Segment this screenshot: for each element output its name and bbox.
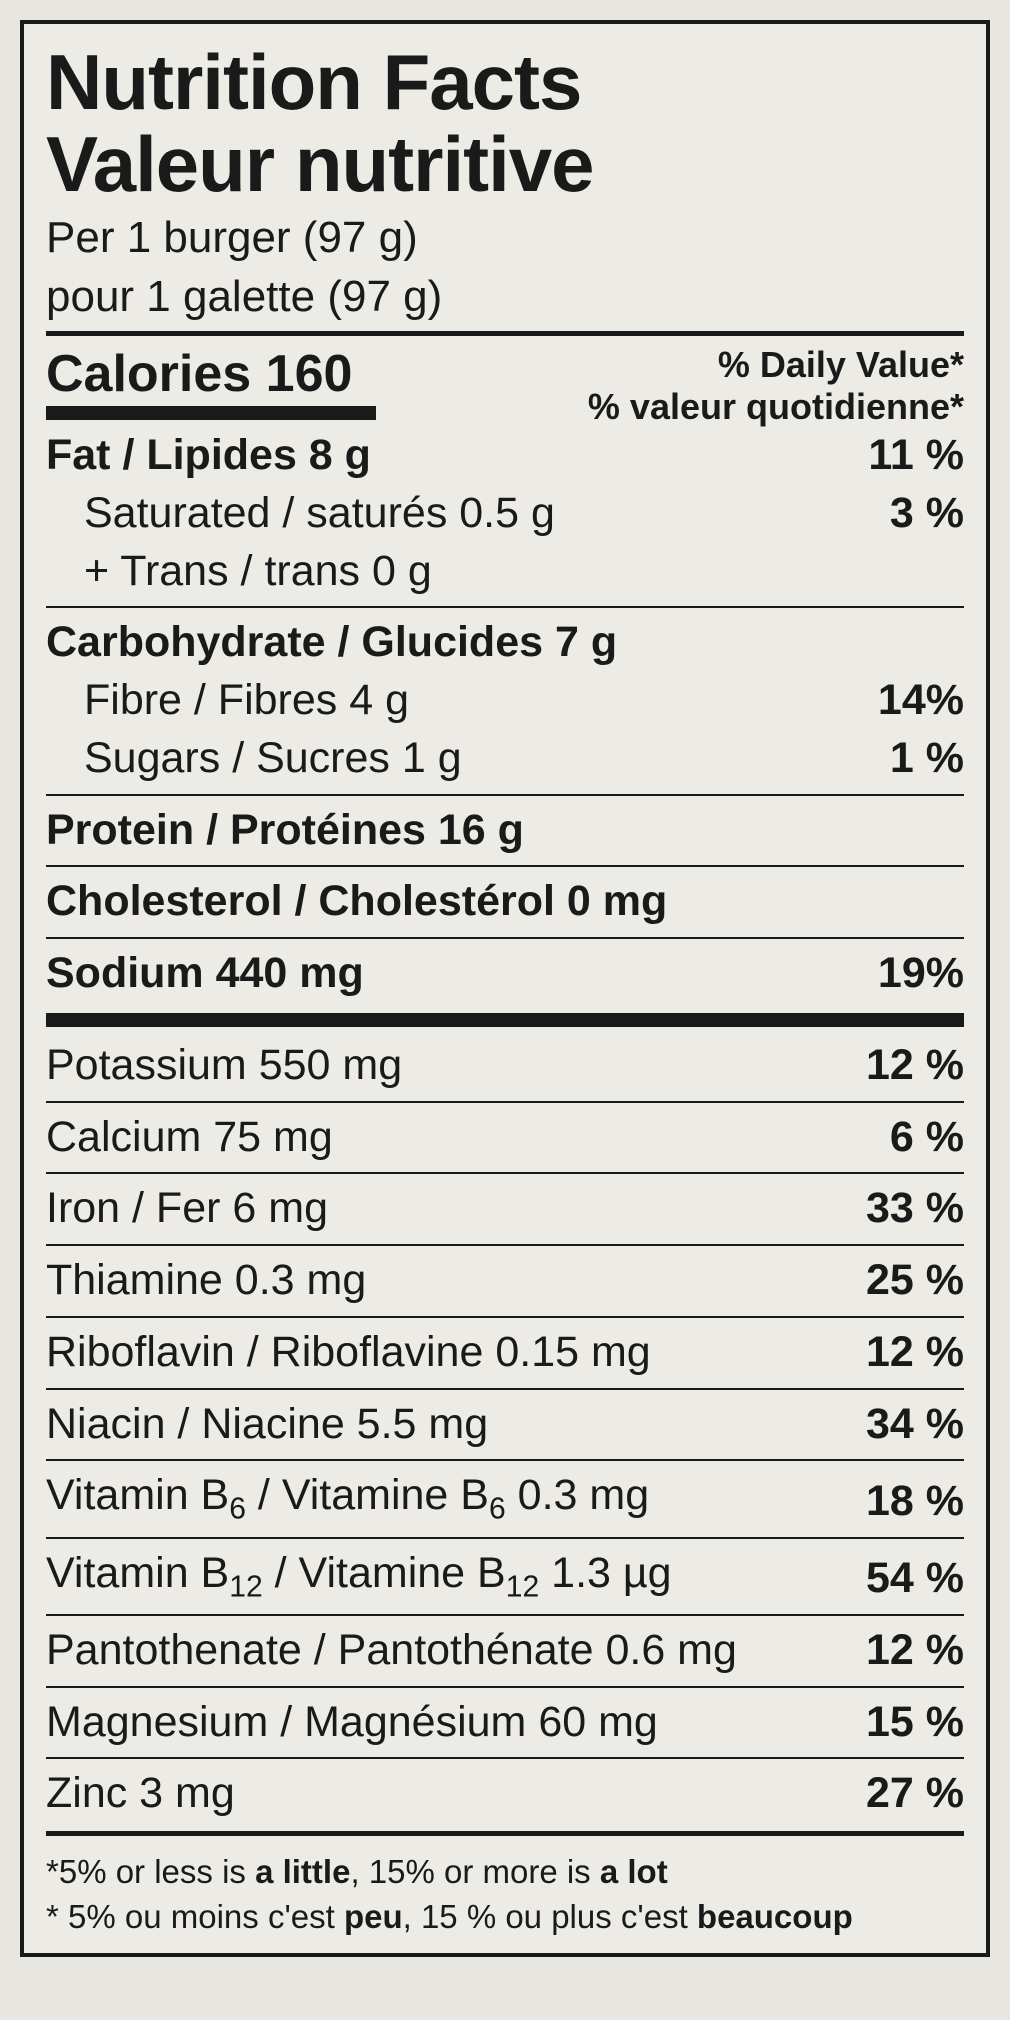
rule: [46, 1757, 964, 1759]
riboflavin-dv: 12 %: [856, 1326, 964, 1380]
nutrition-facts-panel: Nutrition Facts Valeur nutritive Per 1 b…: [20, 20, 990, 1957]
rule-heavy: [46, 1013, 964, 1027]
saturated-row: Saturated / saturés 0.5 g 3 %: [46, 485, 964, 543]
footnote-fr: * 5% ou moins c'est peu, 15 % ou plus c'…: [46, 1895, 964, 1940]
calories-block: Calories 160: [46, 344, 376, 420]
cholesterol-label: Cholesterol / Cholestérol 0 mg: [46, 877, 667, 925]
dv-header: % Daily Value* % valeur quotidienne*: [588, 344, 964, 427]
b6-row: Vitamin B6 / Vitamine B6 0.3 mg 18 %: [46, 1467, 964, 1530]
rule: [46, 1101, 964, 1103]
fibre-row: Fibre / Fibres 4 g 14%: [46, 672, 964, 730]
thiamine-dv: 25 %: [856, 1254, 964, 1308]
fat-row: Fat / Lipides 8 g 11 %: [46, 427, 964, 485]
niacin-dv: 34 %: [856, 1398, 964, 1452]
trans-label: + Trans / trans 0 g: [46, 545, 432, 599]
rule: [46, 1388, 964, 1390]
sugars-row: Sugars / Sucres 1 g 1 %: [46, 730, 964, 788]
carb-row: Carbohydrate / Glucides 7 g: [46, 614, 964, 672]
fibre-dv: 14%: [868, 674, 964, 728]
footnote-en: *5% or less is a little, 15% or more is …: [46, 1850, 964, 1895]
magnesium-row: Magnesium / Magnésium 60 mg 15 %: [46, 1694, 964, 1752]
saturated-dv: 3 %: [880, 487, 964, 541]
magnesium-label: Magnesium / Magnésium 60 mg: [46, 1696, 658, 1750]
calories-value: 160: [266, 345, 353, 403]
rule: [46, 1831, 964, 1836]
sodium-dv: 19%: [868, 947, 964, 1001]
rule: [46, 331, 964, 336]
calories-underline: [46, 406, 376, 420]
protein-row: Protein / Protéines 16 g: [46, 802, 964, 860]
carb-label: Carbohydrate / Glucides 7 g: [46, 618, 617, 666]
rule: [46, 606, 964, 608]
cholesterol-row: Cholesterol / Cholestérol 0 mg: [46, 873, 964, 931]
dv-header-en: % Daily Value*: [588, 344, 964, 385]
thiamine-label: Thiamine 0.3 mg: [46, 1254, 366, 1308]
potassium-label: Potassium 550 mg: [46, 1039, 402, 1093]
saturated-label: Saturated / saturés 0.5 g: [46, 487, 555, 541]
title-en: Nutrition Facts: [46, 42, 964, 124]
pantothenate-label: Pantothenate / Pantothénate 0.6 mg: [46, 1624, 737, 1678]
sodium-label: Sodium 440 mg: [46, 949, 364, 997]
sugars-label: Sugars / Sucres 1 g: [46, 732, 462, 786]
niacin-row: Niacin / Niacine 5.5 mg 34 %: [46, 1396, 964, 1454]
fat-dv: 11 %: [858, 429, 964, 483]
iron-dv: 33 %: [856, 1182, 964, 1236]
pantothenate-row: Pantothenate / Pantothénate 0.6 mg 12 %: [46, 1622, 964, 1680]
riboflavin-row: Riboflavin / Riboflavine 0.15 mg 12 %: [46, 1324, 964, 1382]
serving-en: Per 1 burger (97 g): [46, 212, 964, 265]
protein-label: Protein / Protéines 16 g: [46, 806, 524, 854]
b12-row: Vitamin B12 / Vitamine B12 1.3 µg 54 %: [46, 1545, 964, 1608]
sugars-dv: 1 %: [880, 732, 964, 786]
zinc-label: Zinc 3 mg: [46, 1767, 235, 1821]
potassium-dv: 12 %: [856, 1039, 964, 1093]
trans-row: + Trans / trans 0 g: [46, 543, 964, 601]
rule: [46, 1316, 964, 1318]
iron-label: Iron / Fer 6 mg: [46, 1182, 328, 1236]
potassium-row: Potassium 550 mg 12 %: [46, 1037, 964, 1095]
calories-label: Calories: [46, 345, 251, 403]
rule: [46, 1172, 964, 1174]
title-fr: Valeur nutritive: [46, 124, 964, 206]
serving-fr: pour 1 galette (97 g): [46, 271, 964, 324]
b6-label: Vitamin B6 / Vitamine B6 0.3 mg: [46, 1469, 649, 1528]
zinc-dv: 27 %: [856, 1767, 964, 1821]
thiamine-row: Thiamine 0.3 mg 25 %: [46, 1252, 964, 1310]
magnesium-dv: 15 %: [856, 1696, 964, 1750]
rule: [46, 1614, 964, 1616]
rule: [46, 1459, 964, 1461]
calcium-row: Calcium 75 mg 6 %: [46, 1109, 964, 1167]
fibre-label: Fibre / Fibres 4 g: [46, 674, 409, 728]
niacin-label: Niacin / Niacine 5.5 mg: [46, 1398, 488, 1452]
iron-row: Iron / Fer 6 mg 33 %: [46, 1180, 964, 1238]
calcium-dv: 6 %: [880, 1111, 964, 1165]
rule: [46, 1686, 964, 1688]
rule: [46, 794, 964, 796]
rule: [46, 937, 964, 939]
calcium-label: Calcium 75 mg: [46, 1111, 333, 1165]
rule: [46, 1537, 964, 1539]
b12-dv: 54 %: [856, 1552, 964, 1606]
rule: [46, 865, 964, 867]
footnote: *5% or less is a little, 15% or more is …: [46, 1844, 964, 1943]
riboflavin-label: Riboflavin / Riboflavine 0.15 mg: [46, 1326, 651, 1380]
b12-label: Vitamin B12 / Vitamine B12 1.3 µg: [46, 1547, 672, 1606]
rule: [46, 1244, 964, 1246]
calories-row: Calories 160 % Daily Value* % valeur quo…: [46, 344, 964, 427]
dv-header-fr: % valeur quotidienne*: [588, 386, 964, 427]
sodium-row: Sodium 440 mg 19%: [46, 945, 964, 1003]
pantothenate-dv: 12 %: [856, 1624, 964, 1678]
b6-dv: 18 %: [856, 1475, 964, 1529]
fat-label: Fat / Lipides 8 g: [46, 431, 371, 479]
zinc-row: Zinc 3 mg 27 %: [46, 1765, 964, 1823]
